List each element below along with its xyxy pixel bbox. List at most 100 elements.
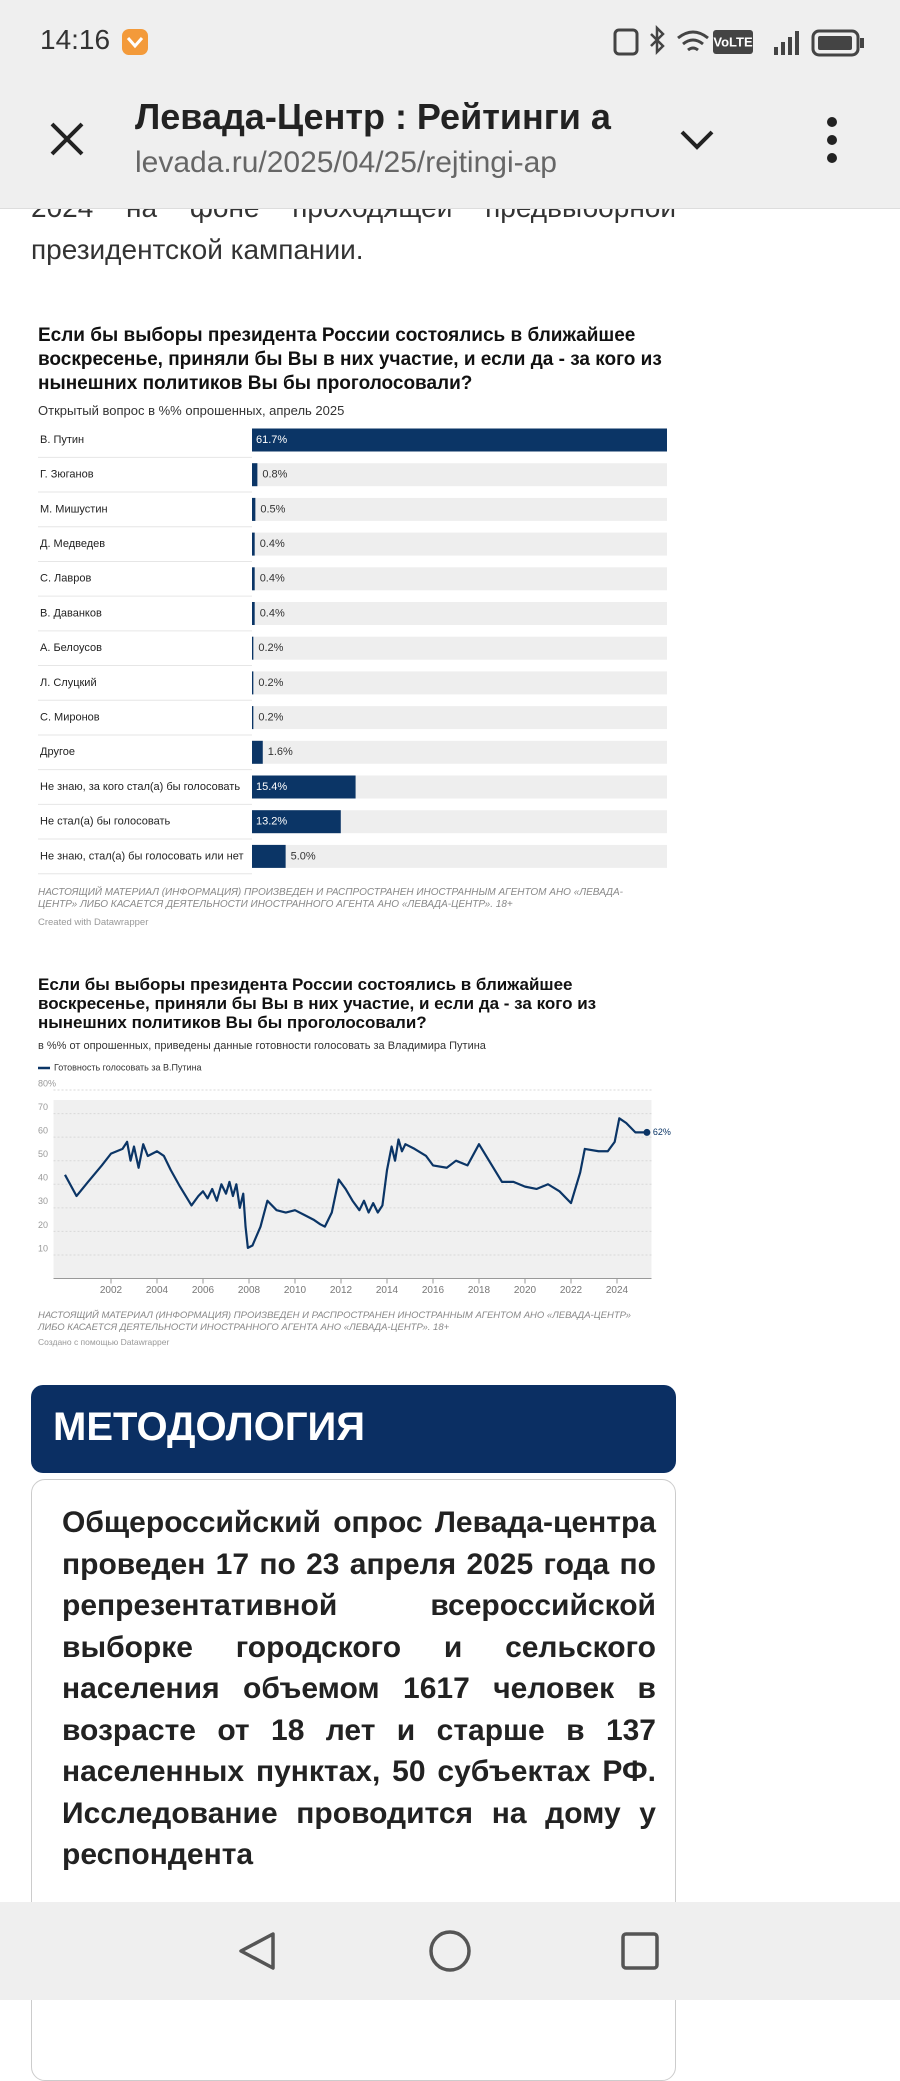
bar-track [252,636,667,660]
methodology-heading: МЕТОДОЛОГИЯ [53,1405,365,1449]
value-label: 5.0% [291,850,316,862]
bar [252,636,254,660]
chart-credit: Created with Datawrapper [38,917,149,928]
chart-subtitle: Открытый вопрос в %% опрошенных, апрель … [38,403,345,418]
app-icon [122,29,148,55]
category-label: С. Лавров [40,573,91,585]
charts: В. Путин 61.7% Г. Зюганов 0.8% М. Мишустин 0.… [38,428,671,1296]
category-label: Д. Медведев [40,538,105,550]
x-tick-label: 2002 [100,1285,123,1296]
x-tick-label: 2012 [330,1285,353,1296]
methodology-box: Общероссийский опрос Левада-центра прове… [31,1479,676,2081]
x-tick-label: 2024 [606,1285,629,1296]
x-tick-label: 2014 [376,1285,399,1296]
bar-track [252,671,667,695]
plot-background [53,1100,652,1279]
close-button[interactable] [50,122,84,156]
recents-button[interactable] [621,1932,659,1970]
value-label: 0.8% [262,469,287,481]
nfc-icon [613,28,639,56]
value-label: 61.7% [256,434,287,446]
signal-bar [774,47,778,55]
category-label: В. Даванков [40,607,102,619]
x-tick-label: 2010 [284,1285,307,1296]
signal-bar [781,42,785,55]
expand-button[interactable] [680,130,714,150]
y-tick-label: 30 [38,1196,48,1206]
clock: 14:16 [40,24,111,55]
value-label: 15.4% [256,781,287,793]
chart-credit: Создано с помощью Datawrapper [38,1337,170,1347]
y-tick-label: 80% [38,1078,56,1088]
y-tick-label: 20 [38,1220,48,1230]
category-label: Не стал(а) бы голосовать [40,816,171,828]
bar-track [252,567,667,591]
nav-icons [239,1930,659,1972]
value-label: 1.6% [268,746,293,758]
menu-button[interactable] [827,135,837,145]
series-line [64,1117,647,1249]
category-label: Л. Слуцкий [40,677,97,689]
x-tick-label: 2022 [560,1285,583,1296]
value-label: 0.4% [260,538,285,550]
category-label: В. Путин [40,434,84,446]
bar-track [252,463,667,487]
chart-title: Если бы выборы президента России состоял… [38,975,597,1032]
app-icon-glyph [126,37,144,49]
volte-text: VoLTE [713,34,753,49]
navigation-bar [0,1902,900,2000]
bar [252,844,286,868]
page-title: Левада-Центр : Рейтинги а [135,96,611,137]
category-label: Другое [40,746,75,758]
bar [252,810,341,834]
value-label: 0.4% [260,607,285,619]
value-label: 13.2% [256,816,287,828]
bar [252,740,263,764]
value-label: 0.2% [258,642,283,654]
y-tick-label: 50 [38,1149,48,1159]
bar-track [252,740,667,764]
status-bar: 14:16 VoLTE [0,0,900,66]
category-label: С. Миронов [40,712,100,724]
category-label: А. Белоусов [40,642,102,654]
bar-track [252,706,667,730]
y-tick-label: 40 [38,1173,48,1183]
x-tick-label: 2018 [468,1285,491,1296]
end-label: 62% [653,1127,671,1137]
y-tick-label: 10 [38,1243,48,1253]
bar [252,775,356,799]
category-label: Не знаю, стал(а) бы голосовать или нет [40,850,244,862]
y-tick-label: 60 [38,1126,48,1136]
bar [252,671,254,695]
bar-track [252,844,667,868]
methodology-header: МЕТОДОЛОГИЯ [31,1385,676,1473]
category-label: Г. Зюганов [40,469,94,481]
battery-icon [811,29,860,57]
value-label: 0.2% [258,677,283,689]
bar [252,532,255,556]
end-point [643,1128,651,1136]
x-tick-label: 2004 [146,1285,169,1296]
bar-track [252,602,667,625]
toolbar-icons [50,117,837,163]
menu-button[interactable] [827,153,837,163]
bar [252,567,255,591]
methodology-text: Общероссийский опрос Левада-центра прове… [62,1506,656,1871]
home-button[interactable] [429,1930,471,1972]
battery-tip [860,38,864,48]
bar-track [252,775,667,799]
bluetooth-icon [650,24,665,56]
back-button[interactable] [239,1932,275,1970]
menu-button[interactable] [827,117,837,127]
bar [252,602,255,625]
category-label: Не знаю, за кого стал(а) бы голосовать [40,781,240,793]
value-label: 0.5% [260,503,285,515]
x-tick-label: 2020 [514,1285,537,1296]
category-label: М. Мишустин [40,503,108,515]
y-tick-label: 70 [38,1102,48,1112]
wifi-icon [677,30,709,52]
browser-toolbar: Левада-Центр : Рейтинги а levada.ru/2025… [0,66,900,209]
x-tick-label: 2006 [192,1285,215,1296]
page-url[interactable]: levada.ru/2025/04/25/rejtingi-ap [135,146,557,179]
bar [252,706,254,730]
